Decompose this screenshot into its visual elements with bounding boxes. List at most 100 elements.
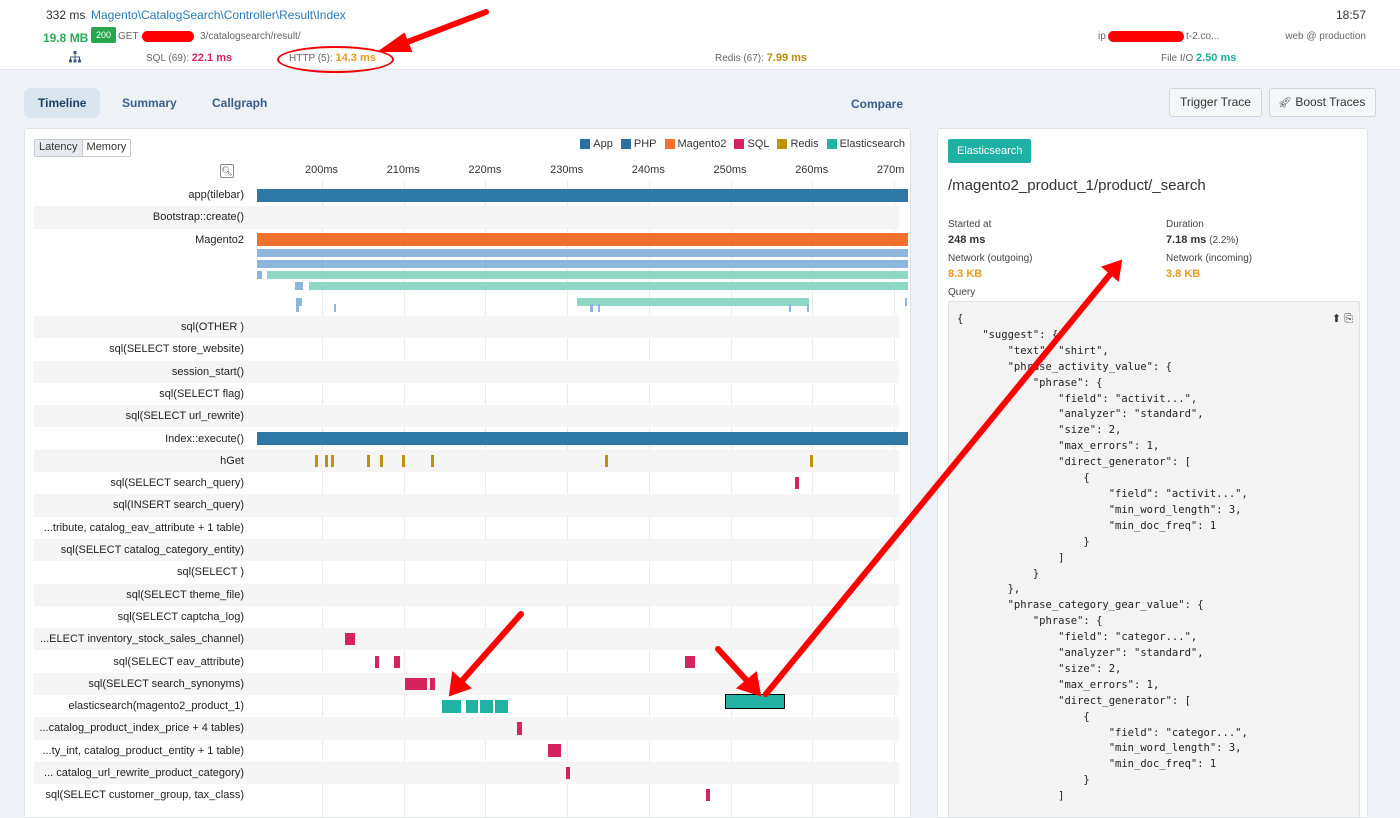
span-bar[interactable] [315, 454, 318, 467]
span-bar[interactable] [257, 188, 908, 202]
timeline-row[interactable]: sql(INSERT search_query) [34, 494, 899, 517]
span-bar[interactable] [257, 260, 908, 268]
zoom-icon[interactable]: 🔍︎ [220, 164, 234, 178]
span-bar[interactable] [807, 304, 809, 312]
span-bar[interactable] [367, 454, 370, 467]
timeline-row[interactable]: sql(SELECT eav_attribute) [34, 651, 899, 673]
network-icon[interactable] [69, 51, 81, 63]
span-bar[interactable] [598, 304, 600, 312]
timeline-row[interactable]: ...ELECT inventory_stock_sales_channel) [34, 628, 899, 651]
span-bar[interactable] [605, 454, 608, 467]
tab-compare[interactable]: Compare [851, 97, 904, 111]
span-bar[interactable] [905, 298, 907, 306]
row-label: sql(INSERT search_query) [112, 499, 244, 512]
timeline-row[interactable]: sql(SELECT customer_group, tax_class) [34, 784, 899, 806]
timeline-row[interactable]: sql(SELECT theme_file) [34, 583, 899, 606]
trace-title-link[interactable]: Magento\CatalogSearch\Controller\Result\… [91, 8, 346, 22]
span-bar[interactable] [402, 454, 405, 467]
timeline-row[interactable]: ...tribute, catalog_eav_attribute + 1 ta… [34, 517, 899, 539]
timeline-row[interactable]: sql(SELECT catalog_category_entity) [34, 539, 899, 562]
timeline-row[interactable]: sql(OTHER ) [34, 316, 899, 339]
span-bar[interactable] [466, 699, 478, 713]
timeline-row[interactable]: app(tilebar) [34, 184, 908, 206]
timeline-row[interactable] [34, 270, 908, 280]
span-bar[interactable] [789, 304, 791, 312]
query-code-block[interactable]: ⬆︎ ⎘ { "suggest": { "text": "shirt", "ph… [948, 301, 1360, 817]
timeline-row[interactable]: ...ty_int, catalog_product_entity + 1 ta… [34, 740, 899, 762]
timeline-row[interactable]: sql(SELECT captcha_log) [34, 606, 899, 628]
timeline-row[interactable] [34, 248, 908, 258]
span-type-badge: Elasticsearch [948, 139, 1032, 163]
span-bar[interactable] [517, 722, 522, 736]
span-bar[interactable] [566, 767, 570, 780]
tab-summary[interactable]: Summary [122, 96, 177, 110]
span-bar[interactable] [380, 454, 383, 467]
row-label: sql(SELECT url_rewrite) [125, 410, 244, 423]
span-bar[interactable] [577, 298, 809, 306]
span-bar[interactable] [725, 694, 785, 710]
span-bar[interactable] [394, 655, 400, 668]
span-bar[interactable] [345, 633, 355, 646]
span-bar[interactable] [685, 655, 695, 668]
server-ip-label: ip [1098, 31, 1106, 42]
span-bar[interactable] [706, 789, 710, 802]
timeline-row[interactable]: hGet [34, 449, 899, 473]
span-bar[interactable] [375, 655, 379, 668]
span-bar[interactable] [334, 304, 336, 312]
tab-callgraph[interactable]: Callgraph [212, 96, 268, 110]
row-label: sql(SELECT customer_group, tax_class) [45, 789, 245, 802]
span-bar[interactable] [296, 298, 302, 306]
span-bar[interactable] [442, 699, 461, 713]
timeline-row[interactable]: sql(SELECT store_website) [34, 338, 899, 360]
scroll-up-icon[interactable]: ⬆︎ [1331, 313, 1342, 325]
row-label: sql(SELECT flag) [159, 387, 244, 400]
timeline-row[interactable] [34, 259, 908, 269]
timeline-row[interactable]: Index::execute() [34, 428, 908, 450]
span-bar[interactable] [309, 282, 908, 290]
span-bar[interactable] [257, 271, 262, 279]
annotation-ellipse [277, 46, 394, 73]
memory-toggle[interactable]: Memory [86, 141, 127, 153]
tab-timeline[interactable]: Timeline [24, 88, 101, 118]
timeline-row[interactable] [34, 281, 908, 291]
span-bar[interactable] [810, 454, 813, 467]
legend-label: SQL [747, 138, 770, 150]
span-bar[interactable] [430, 677, 435, 690]
timeline-row[interactable]: ...catalog_product_index_price + 4 table… [34, 717, 899, 740]
span-bar[interactable] [795, 477, 799, 490]
span-bar[interactable] [257, 249, 908, 257]
timeline-row[interactable]: Magento2 [34, 229, 908, 251]
timeline-row[interactable]: session_start() [34, 360, 899, 383]
span-bar[interactable] [405, 677, 427, 690]
span-bar[interactable] [590, 304, 593, 312]
span-bar[interactable] [331, 454, 334, 467]
fileio-stat-value: 2.50 ms [1196, 52, 1237, 64]
span-bar[interactable] [325, 454, 328, 467]
request-url: 3/catalogsearch/result/ [200, 31, 301, 42]
timeline-row[interactable]: Bootstrap::create() [34, 206, 899, 229]
span-bar[interactable] [480, 699, 493, 713]
span-bar[interactable] [495, 699, 508, 713]
timeline-row[interactable]: ... catalog_url_rewrite_product_category… [34, 762, 899, 785]
trigger-trace-button[interactable]: Trigger Trace [1169, 88, 1262, 117]
boost-traces-button[interactable]: 🚀︎ Boost Traces [1269, 88, 1377, 117]
query-label: Query [948, 287, 976, 298]
timeline-row[interactable]: elasticsearch(magento2_product_1) [34, 694, 899, 717]
span-bar[interactable] [257, 233, 908, 247]
span-bar[interactable] [295, 282, 303, 290]
span-bar[interactable] [257, 432, 908, 446]
timeline-panel: Latency Memory App PHP Magento2 SQL Redis Ela… [24, 128, 911, 818]
copy-icon[interactable]: ⎘ [1344, 313, 1353, 325]
timeline-row[interactable]: sql(SELECT url_rewrite) [34, 405, 899, 428]
span-bar[interactable] [296, 304, 299, 312]
timeline-row[interactable]: sql(SELECT search_synonyms) [34, 672, 899, 696]
span-bar[interactable] [267, 271, 908, 279]
latency-toggle[interactable]: Latency [35, 140, 83, 156]
timeline-row[interactable]: sql(SELECT flag) [34, 383, 899, 405]
span-bar[interactable] [431, 454, 434, 467]
span-bar[interactable] [548, 744, 561, 758]
timeline-row[interactable]: sql(SELECT search_query) [34, 472, 899, 494]
row-label: session_start() [171, 365, 244, 378]
timeline-row[interactable] [34, 292, 907, 312]
timeline-row[interactable]: sql(SELECT ) [34, 561, 899, 583]
